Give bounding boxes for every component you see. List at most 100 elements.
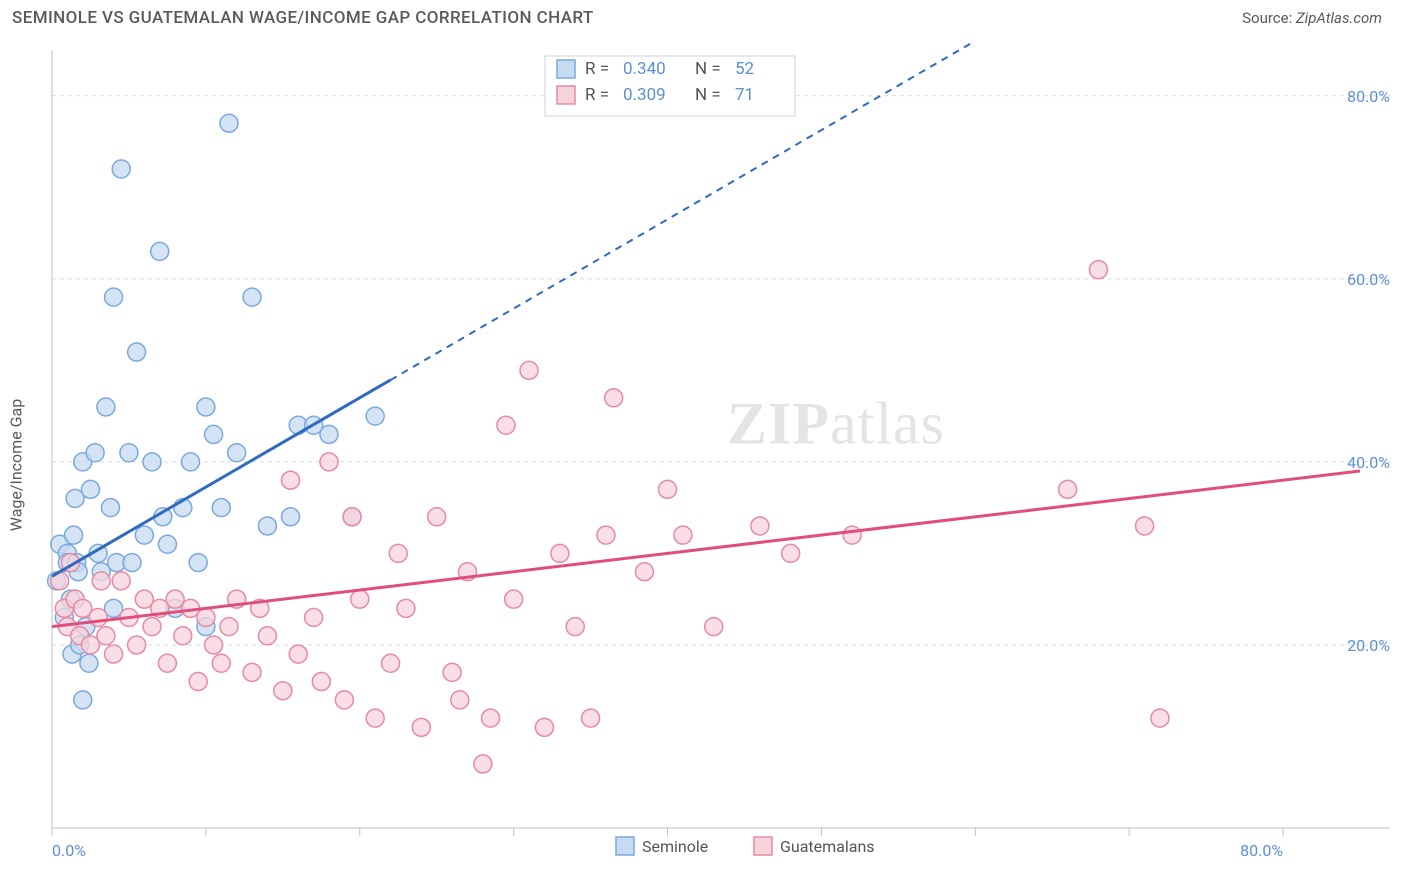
trend-line-guatemalans: [52, 471, 1360, 627]
source-label: Source: ZipAtlas.com: [1242, 9, 1382, 27]
data-point-guatemalans: [212, 654, 230, 672]
data-point-guatemalans: [705, 618, 723, 636]
data-point-guatemalans: [674, 526, 692, 544]
data-point-guatemalans: [605, 389, 623, 407]
data-point-guatemalans: [497, 416, 515, 434]
data-point-guatemalans: [474, 755, 492, 773]
legend-r-label: R =: [585, 59, 609, 79]
data-point-guatemalans: [597, 526, 615, 544]
data-point-guatemalans: [1089, 261, 1107, 279]
correlation-legend: [545, 56, 795, 116]
data-point-guatemalans: [189, 673, 207, 691]
data-point-seminole: [258, 517, 276, 535]
legend-r-label: R =: [585, 85, 609, 105]
data-point-guatemalans: [320, 453, 338, 471]
data-point-seminole: [112, 160, 130, 178]
data-point-guatemalans: [843, 526, 861, 544]
data-point-seminole: [243, 288, 261, 306]
data-point-seminole: [97, 398, 115, 416]
data-point-guatemalans: [243, 663, 261, 681]
data-point-guatemalans: [312, 673, 330, 691]
data-point-seminole: [366, 407, 384, 425]
data-point-guatemalans: [289, 645, 307, 663]
data-point-guatemalans: [451, 691, 469, 709]
chart-area: Wage/Income Gap 20.0% 40.0% 60.0% 80.0% ZIPa…: [0, 38, 1406, 892]
data-point-guatemalans: [1136, 517, 1154, 535]
data-point-guatemalans: [89, 608, 107, 626]
data-point-seminole: [205, 425, 223, 443]
data-point-seminole: [128, 343, 146, 361]
data-point-guatemalans: [412, 718, 430, 736]
data-point-guatemalans: [382, 654, 400, 672]
data-point-seminole: [65, 526, 83, 544]
bottom-legend-label: Guatemalans: [780, 837, 875, 856]
data-point-seminole: [212, 499, 230, 517]
data-point-guatemalans: [105, 645, 123, 663]
data-point-guatemalans: [482, 709, 500, 727]
data-point-guatemalans: [92, 572, 110, 590]
y-tick-label: 60.0%: [1347, 270, 1390, 289]
legend-r-value: 0.309: [623, 85, 666, 105]
x-tick-label: 80.0%: [1240, 841, 1283, 860]
data-point-seminole: [135, 526, 153, 544]
chart-svg: 20.0% 40.0% 60.0% 80.0% ZIPatlas 0.0% 80.0% R =…: [0, 38, 1406, 892]
source-prefix: Source:: [1242, 9, 1296, 27]
data-point-seminole: [158, 535, 176, 553]
data-point-guatemalans: [520, 361, 538, 379]
x-tick-label: 0.0%: [52, 841, 86, 860]
data-point-guatemalans: [505, 590, 523, 608]
data-point-seminole: [181, 453, 199, 471]
data-point-guatemalans: [389, 544, 407, 562]
data-point-seminole: [320, 425, 338, 443]
data-point-seminole: [123, 554, 141, 572]
bottom-legend-swatch-guatemalans: [754, 837, 772, 855]
data-point-guatemalans: [112, 572, 130, 590]
data-point-seminole: [220, 114, 238, 132]
chart-title: SEMINOLE VS GUATEMALAN WAGE/INCOME GAP C…: [12, 8, 594, 28]
data-point-guatemalans: [1059, 480, 1077, 498]
data-point-guatemalans: [158, 654, 176, 672]
data-point-seminole: [80, 654, 98, 672]
data-point-guatemalans: [274, 682, 292, 700]
data-point-guatemalans: [535, 718, 553, 736]
data-point-guatemalans: [751, 517, 769, 535]
watermark: ZIPatlas: [727, 391, 945, 457]
data-point-guatemalans: [343, 508, 361, 526]
data-point-guatemalans: [351, 590, 369, 608]
data-point-guatemalans: [205, 636, 223, 654]
data-point-seminole: [197, 398, 215, 416]
legend-n-label: N =: [695, 85, 721, 105]
y-tick-label: 20.0%: [1347, 636, 1390, 655]
data-point-guatemalans: [659, 480, 677, 498]
bottom-legend-label: Seminole: [642, 837, 708, 856]
data-point-seminole: [120, 444, 138, 462]
data-point-seminole: [74, 691, 92, 709]
data-point-guatemalans: [305, 608, 323, 626]
data-point-seminole: [282, 508, 300, 526]
y-tick-label: 40.0%: [1347, 453, 1390, 472]
data-point-seminole: [228, 444, 246, 462]
y-axis-label: Wage/Income Gap: [7, 399, 26, 531]
y-tick-label: 80.0%: [1347, 87, 1390, 106]
data-point-guatemalans: [97, 627, 115, 645]
data-point-seminole: [151, 242, 169, 260]
data-point-guatemalans: [397, 599, 415, 617]
legend-r-value: 0.340: [623, 59, 666, 79]
legend-n-value: 52: [735, 59, 754, 79]
data-point-guatemalans: [143, 618, 161, 636]
data-point-guatemalans: [782, 544, 800, 562]
data-point-seminole: [101, 499, 119, 517]
data-point-guatemalans: [1151, 709, 1169, 727]
data-point-seminole: [143, 453, 161, 471]
legend-n-value: 71: [735, 85, 754, 105]
legend-n-label: N =: [695, 59, 721, 79]
data-point-seminole: [86, 444, 104, 462]
data-point-guatemalans: [282, 471, 300, 489]
data-point-guatemalans: [428, 508, 446, 526]
source-site: ZipAtlas.com: [1296, 9, 1382, 27]
data-point-guatemalans: [566, 618, 584, 636]
data-point-guatemalans: [174, 627, 192, 645]
data-point-seminole: [105, 288, 123, 306]
data-point-guatemalans: [551, 544, 569, 562]
legend-swatch-seminole: [557, 60, 575, 78]
